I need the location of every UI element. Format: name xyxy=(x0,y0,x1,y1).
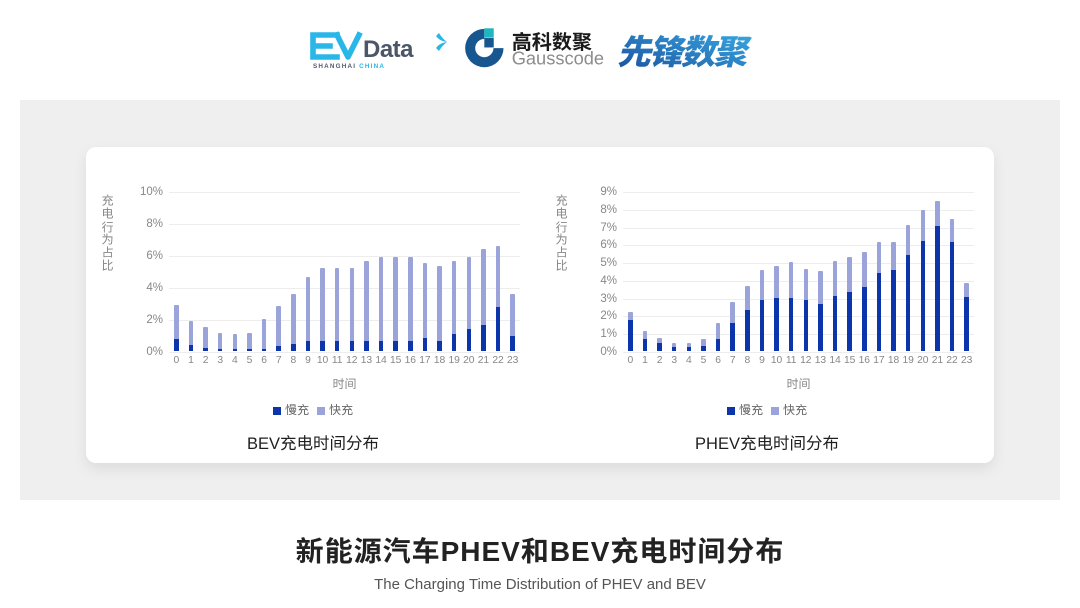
svg-text:Gausscode: Gausscode xyxy=(512,48,604,69)
svg-text:SHANGHAI CHINA: SHANGHAI CHINA xyxy=(313,63,385,70)
svg-text:Data: Data xyxy=(363,36,414,63)
svg-text:先锋数聚: 先锋数聚 xyxy=(617,28,752,74)
